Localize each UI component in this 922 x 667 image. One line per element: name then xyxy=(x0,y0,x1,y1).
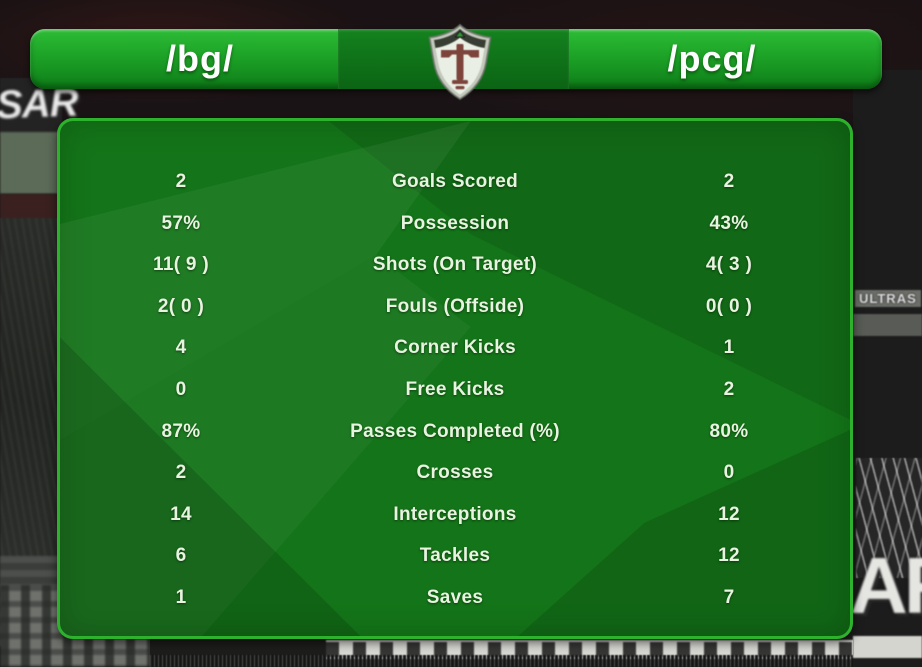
stat-home-value: 0 xyxy=(175,378,187,400)
stadium-crowd-left xyxy=(0,218,58,588)
stat-home-value: 2( 0 ) xyxy=(157,295,205,317)
stat-home-value: 2 xyxy=(175,171,187,192)
stat-away-value: 12 xyxy=(718,545,740,567)
stadium-signage-bottom-right: AR xyxy=(850,541,922,630)
away-team-name: /pcg/ xyxy=(667,38,757,79)
stat-away-value: 0( 0 ) xyxy=(705,295,753,317)
stat-label: Free Kicks xyxy=(405,378,505,400)
stat-label: Goals Scored xyxy=(391,171,519,192)
stat-home-value: 2 xyxy=(175,462,187,484)
club-crest-icon xyxy=(428,24,492,100)
stadium-board-bottom-right xyxy=(853,636,922,658)
stat-away-value: 0 xyxy=(723,462,735,484)
stat-home-value: 87% xyxy=(161,420,201,442)
stat-label: Shots (On Target) xyxy=(372,254,538,276)
stat-away-value: 7 xyxy=(723,586,735,608)
stat-away-value: 4( 3 ) xyxy=(705,254,753,276)
stat-home-value: 11( 9 ) xyxy=(153,254,209,276)
stadium-fence-right xyxy=(856,458,922,578)
stat-away-value: 80% xyxy=(709,420,749,442)
stat-label: Corner Kicks xyxy=(394,337,516,359)
stat-label: Fouls (Offside) xyxy=(385,295,525,317)
stadium-rail-right xyxy=(853,314,922,336)
stat-away-value: 2 xyxy=(723,378,735,400)
stat-label: Interceptions xyxy=(393,503,517,525)
stat-home-value: 1 xyxy=(175,586,187,608)
stadium-signage-right: ULTRAS xyxy=(855,290,921,307)
stat-home-value: 14 xyxy=(170,503,192,525)
stadium-board-green xyxy=(0,132,58,194)
stat-label: Tackles xyxy=(419,545,491,567)
stat-label: Saves xyxy=(426,586,484,608)
stat-away-value: 12 xyxy=(718,503,740,525)
stadium-board-maroon xyxy=(0,194,58,220)
stat-home-value: 4 xyxy=(175,337,187,359)
stadium-fence-bottom xyxy=(150,655,922,667)
stat-away-value: 1 xyxy=(723,337,735,359)
home-team-name: /bg/ xyxy=(166,38,234,79)
stat-home-value: 6 xyxy=(175,545,187,567)
stadium-ad-board-bottom xyxy=(326,640,878,659)
stat-label: Crosses xyxy=(416,462,494,484)
stat-away-value: 2 xyxy=(723,171,735,192)
stats-panel: 2 Goals Scored 2 57% Possession 43% 11( … xyxy=(57,118,853,639)
stats-table: 2 Goals Scored 2 57% Possession 43% 11( … xyxy=(60,161,850,619)
stat-label: Passes Completed (%) xyxy=(350,420,560,442)
stat-away-value: 43% xyxy=(709,212,749,234)
stat-label: Possession xyxy=(400,212,510,234)
stat-home-value: 57% xyxy=(161,212,201,234)
